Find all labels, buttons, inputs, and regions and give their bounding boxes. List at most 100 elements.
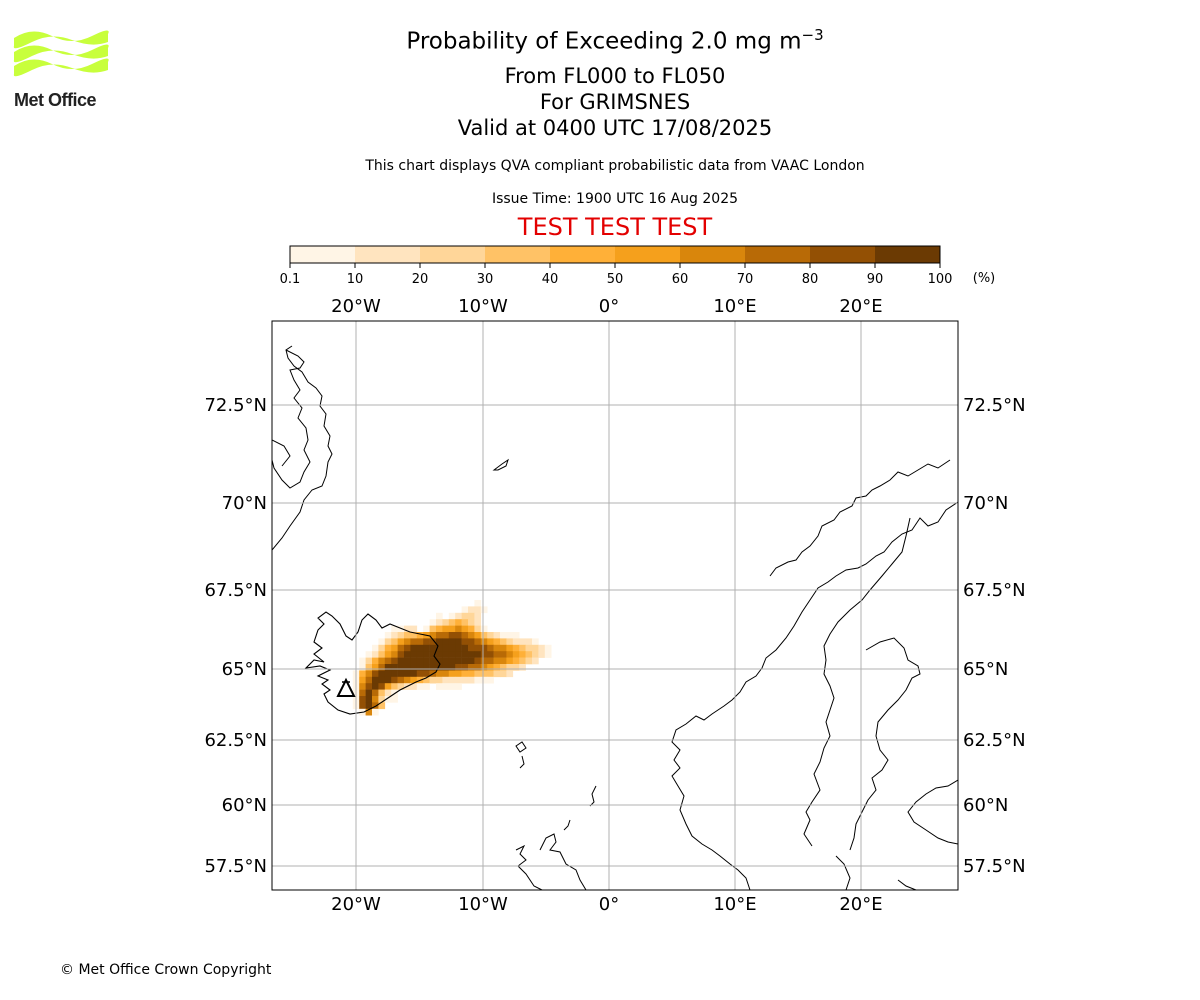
plume-cell	[500, 670, 507, 678]
plume-cell	[461, 619, 469, 626]
plume-cell	[410, 676, 418, 684]
plume-cell	[416, 664, 424, 671]
plume-cell	[512, 632, 520, 639]
plume-cell	[468, 612, 475, 620]
plume-cell	[442, 651, 450, 658]
plume-cell	[378, 657, 386, 665]
plume-cell	[423, 638, 430, 646]
plume-cell	[372, 664, 379, 671]
plume-cell	[365, 708, 373, 716]
plume-cell	[378, 676, 386, 684]
plume-cell	[480, 632, 488, 639]
plume-cell	[442, 632, 450, 639]
plume-cell	[512, 657, 520, 665]
plume-cell	[506, 657, 514, 665]
plume-cell	[461, 606, 469, 614]
chart-title: Probability of Exceeding 2.0 mg m−3	[0, 26, 1200, 55]
plume-cell	[365, 651, 373, 658]
plume-cell	[391, 632, 398, 639]
plume-cell	[397, 632, 405, 639]
plume-cell	[429, 664, 437, 671]
plume-cell	[378, 689, 386, 697]
colorbar-cell	[680, 246, 746, 263]
plume-cell	[493, 670, 501, 678]
plume-cell	[404, 644, 411, 652]
longitude-label-top: 20°W	[331, 296, 381, 317]
met-office-logo: Met Office	[12, 28, 112, 118]
plume-cell	[461, 664, 469, 671]
volcano-name: For GRIMSNES	[539, 90, 691, 114]
logo-text: Met Office	[14, 90, 97, 110]
plume-cell	[436, 664, 443, 671]
plume-cell	[378, 638, 386, 646]
plume-cell	[474, 644, 482, 652]
plume-cell	[410, 670, 418, 678]
latitude-label-right: 72.5°N	[963, 395, 1026, 416]
plume-cell	[448, 638, 456, 646]
plume-cell	[442, 676, 450, 684]
plume-cell	[423, 651, 430, 658]
plume-cell	[391, 651, 398, 658]
plume-cell	[416, 670, 424, 678]
plume-cell	[365, 670, 373, 678]
plume-cell	[468, 676, 475, 684]
plume-cell	[404, 676, 411, 684]
plume-cell	[404, 651, 411, 658]
faroe-islands-coastline	[515, 741, 527, 769]
plume-cell	[372, 683, 379, 690]
plume-cell	[448, 657, 456, 665]
map-background	[272, 321, 958, 890]
disclaimer-text: This chart displays QVA compliant probab…	[365, 158, 865, 174]
map-frame	[271, 320, 959, 891]
plume-cell	[436, 612, 443, 620]
colorbar-cell	[485, 246, 551, 263]
plume-cell	[493, 657, 501, 665]
plume-cell	[384, 638, 392, 646]
plume-cell	[455, 612, 462, 620]
plume-cell	[384, 657, 392, 665]
plume-cell	[512, 638, 520, 646]
plume-cell	[455, 676, 462, 684]
colorbar-tick-label: 20	[412, 272, 429, 287]
plume-cell	[423, 676, 430, 684]
plume-cell	[436, 657, 443, 665]
plume-cell	[378, 702, 386, 710]
greenland-coastline	[272, 345, 333, 551]
plume-cell	[391, 664, 398, 671]
plume-cell	[506, 651, 514, 658]
jan-mayen-coastline	[492, 458, 509, 471]
title-text: Probability of Exceeding 2.0 mg m	[406, 28, 802, 55]
plume-cell	[365, 664, 373, 671]
plume-cell	[391, 696, 398, 703]
colorbar-cell	[810, 246, 876, 263]
plume-cell	[384, 676, 392, 684]
plume-cell	[397, 676, 405, 684]
plume-cell	[416, 683, 424, 690]
plume-cell	[532, 657, 539, 665]
plume-cell	[480, 676, 488, 684]
plume-cell	[436, 651, 443, 658]
plume-cell	[436, 638, 443, 646]
plume-cell	[525, 644, 533, 652]
britain-coastline	[515, 785, 597, 890]
longitude-label-bottom: 10°E	[713, 894, 756, 915]
plume-cell	[538, 644, 546, 652]
plume-cell	[423, 670, 430, 678]
plume-cell	[429, 638, 437, 646]
plume-cell	[397, 683, 405, 690]
plume-cell	[397, 657, 405, 665]
latitude-label-left: 70°N	[222, 493, 267, 514]
plume-cell	[493, 651, 501, 658]
plume-cell	[455, 651, 462, 658]
plume-cell	[500, 651, 507, 658]
plume-cell	[436, 619, 443, 626]
plume-cell	[525, 638, 533, 646]
plume-cell	[391, 657, 398, 665]
plume-cell	[391, 670, 398, 678]
plume-cell	[372, 708, 379, 716]
plume-cell	[480, 638, 488, 646]
colorbar-cell	[420, 246, 486, 263]
plume-cell	[391, 638, 398, 646]
volcano-triangle-icon	[336, 677, 356, 697]
met-office-wave-logo	[13, 30, 109, 77]
